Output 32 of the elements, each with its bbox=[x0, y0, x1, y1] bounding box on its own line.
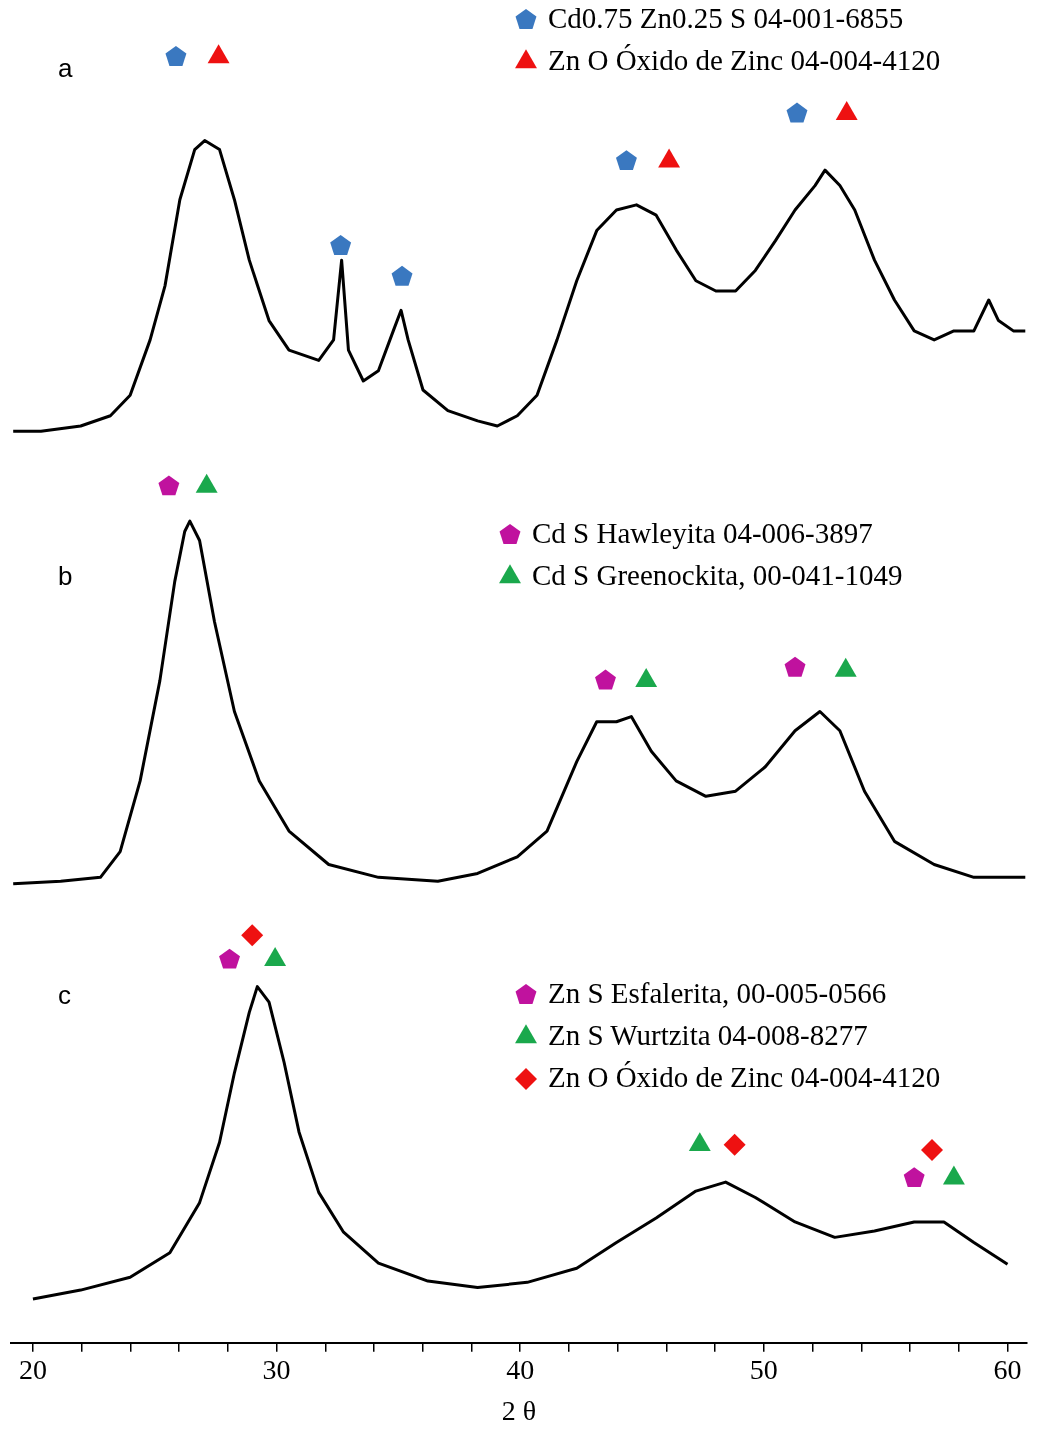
point bbox=[595, 669, 616, 690]
point bbox=[786, 102, 808, 123]
x-tick-label: 20 bbox=[18, 1353, 47, 1385]
annotation: a bbox=[58, 53, 73, 84]
point bbox=[835, 100, 858, 120]
x-axis-title: 2 θ bbox=[501, 1394, 537, 1426]
point bbox=[903, 1167, 925, 1188]
x-tick-label: 60 bbox=[993, 1353, 1022, 1385]
point bbox=[658, 148, 681, 168]
point bbox=[241, 924, 264, 947]
annotation: b bbox=[58, 561, 73, 592]
legend-label: Zn S Esfalerita, 00-005-0566 bbox=[548, 976, 887, 1009]
point bbox=[723, 1133, 746, 1156]
point bbox=[158, 475, 180, 496]
legend-label: Zn O Óxido de Zinc 04-004-4120 bbox=[548, 43, 941, 76]
legend-label: Zn O Óxido de Zinc 04-004-4120 bbox=[548, 1060, 941, 1093]
point bbox=[784, 656, 806, 677]
point bbox=[330, 235, 352, 255]
point bbox=[207, 44, 230, 64]
point bbox=[391, 265, 413, 286]
legend-label: Cd S Greenockita, 00-041-1049 bbox=[532, 558, 903, 591]
legend-label: Cd S Hawleyita 04-006-3897 bbox=[532, 516, 873, 549]
point bbox=[920, 1138, 943, 1161]
point bbox=[615, 150, 637, 171]
legend-label: Zn S Wurtzita 04-008-8277 bbox=[548, 1018, 868, 1051]
legend-label: Cd0.75 Zn0.25 S 04-001-6855 bbox=[548, 1, 904, 34]
x-tick-label: 40 bbox=[506, 1353, 535, 1385]
x-tick-label: 30 bbox=[262, 1353, 291, 1385]
point bbox=[165, 46, 187, 66]
point bbox=[219, 948, 241, 969]
x-tick-label: 50 bbox=[749, 1353, 778, 1385]
annotation: c bbox=[58, 980, 71, 1011]
